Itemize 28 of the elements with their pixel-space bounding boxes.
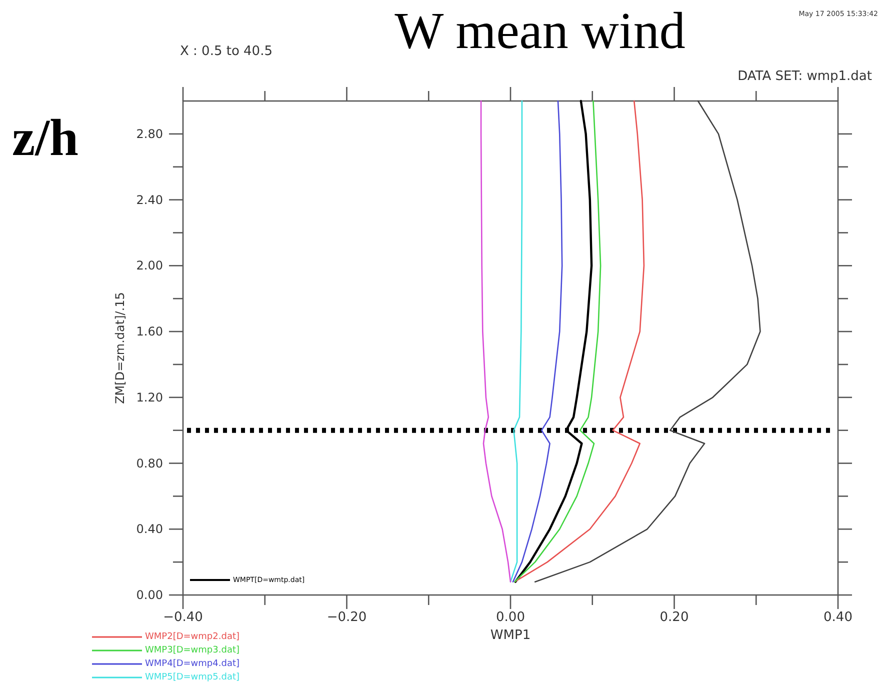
y-tick-label: 1.20 bbox=[136, 390, 163, 404]
text: DATA SET: wmp1.dat bbox=[738, 69, 872, 84]
y-tick-label: 0.00 bbox=[136, 588, 163, 602]
x-tick-label: 0.20 bbox=[660, 610, 689, 625]
text: z/h bbox=[12, 110, 79, 167]
text: WMP3[D=wmp3.dat] bbox=[145, 646, 240, 656]
x-tick-label: 0.40 bbox=[824, 610, 852, 625]
y-tick-label: 2.40 bbox=[136, 192, 163, 207]
y-tick-label: 0.40 bbox=[136, 522, 163, 536]
y-axis-title: ZM[D=zm.dat]/.15 bbox=[113, 292, 127, 404]
y-tick-label: 1.60 bbox=[136, 324, 163, 339]
y-tick-label: 2.80 bbox=[136, 126, 163, 141]
x-tick-label: 0.00 bbox=[496, 610, 525, 625]
line-series bbox=[510, 100, 523, 582]
y-tick-label: 0.80 bbox=[136, 456, 163, 470]
line-series bbox=[480, 100, 512, 582]
line-series bbox=[534, 100, 761, 582]
text: X : 0.5 to 40.5 bbox=[180, 44, 272, 59]
x-tick-label: −0.20 bbox=[326, 610, 367, 625]
text: WMP4[D=wmp4.dat] bbox=[145, 659, 240, 669]
line-series bbox=[512, 100, 563, 582]
text: WMP5[D=wmp5.dat] bbox=[145, 672, 240, 682]
chart-title: W mean wind bbox=[394, 3, 686, 60]
x-tick-label: −0.40 bbox=[163, 610, 203, 625]
line-series bbox=[514, 100, 645, 582]
text: WMP2[D=wmp2.dat] bbox=[145, 632, 240, 642]
x-axis-title: WMP1 bbox=[490, 628, 531, 643]
y-tick-label: 2.00 bbox=[136, 258, 163, 273]
